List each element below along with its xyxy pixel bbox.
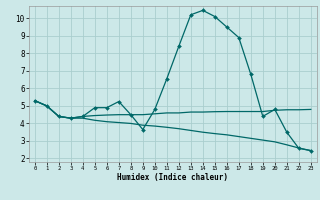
X-axis label: Humidex (Indice chaleur): Humidex (Indice chaleur) [117,173,228,182]
